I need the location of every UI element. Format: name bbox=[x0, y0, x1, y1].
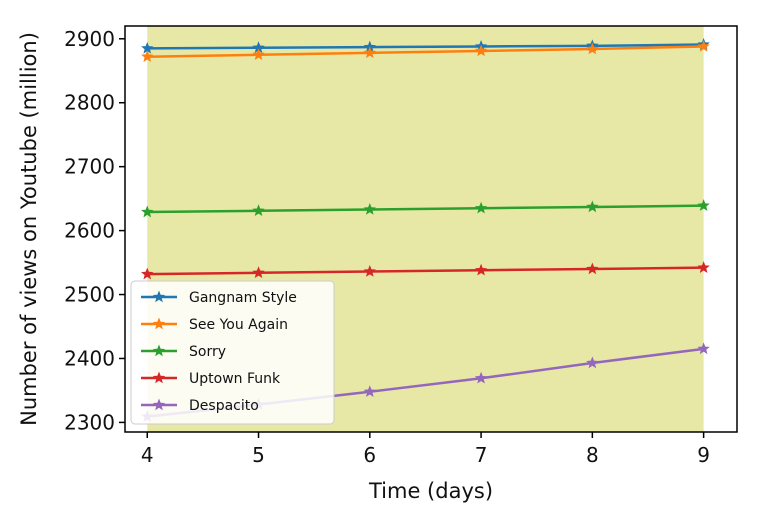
y-tick-label: 2300 bbox=[64, 410, 115, 434]
x-tick-label: 4 bbox=[141, 443, 154, 467]
series-see-you-again bbox=[141, 39, 710, 62]
x-axis-title: Time (days) bbox=[368, 479, 493, 503]
data-point bbox=[252, 266, 265, 279]
series-layer bbox=[141, 38, 710, 422]
x-tick-label: 5 bbox=[252, 443, 265, 467]
data-point bbox=[697, 199, 710, 211]
legend-label: Despacito bbox=[189, 398, 259, 414]
plot-frame bbox=[124, 25, 738, 433]
data-point bbox=[252, 48, 265, 61]
x-tick-label: 6 bbox=[363, 443, 376, 467]
y-tick-label: 2900 bbox=[64, 27, 115, 51]
legend-swatch-marker bbox=[152, 290, 166, 303]
data-point bbox=[586, 200, 599, 213]
data-point bbox=[474, 371, 488, 384]
data-point bbox=[586, 262, 599, 275]
data-point bbox=[586, 356, 599, 369]
data-point bbox=[586, 42, 599, 55]
data-point bbox=[474, 263, 488, 276]
data-point bbox=[697, 39, 710, 52]
data-point bbox=[474, 201, 488, 214]
data-point bbox=[363, 203, 376, 215]
legend-item: Sorry bbox=[141, 344, 226, 360]
data-point bbox=[252, 204, 265, 217]
data-point bbox=[474, 44, 488, 57]
x-tick-label: 7 bbox=[475, 443, 488, 467]
data-point bbox=[141, 41, 154, 54]
legend: Gangnam Style See You Again Sorry Uptown Fu… bbox=[130, 280, 335, 425]
legend-item: Despacito bbox=[141, 398, 259, 414]
y-axis-title: Number of views on Youtube (million) bbox=[17, 32, 41, 426]
y-tick-label: 2800 bbox=[64, 91, 115, 115]
legend-swatch-marker bbox=[152, 344, 166, 357]
legend-item: Gangnam Style bbox=[141, 290, 297, 306]
legend-swatch-marker bbox=[152, 398, 166, 411]
x-tick-label: 8 bbox=[586, 443, 599, 467]
series-line bbox=[147, 204, 704, 214]
data-point bbox=[252, 41, 265, 53]
y-tick-label: 2700 bbox=[64, 155, 115, 179]
legend-label: Uptown Funk bbox=[189, 371, 281, 387]
legend-label: Sorry bbox=[189, 344, 226, 360]
data-point bbox=[697, 342, 710, 355]
series-sorry bbox=[141, 199, 710, 218]
y-axis: 2300 2400 2500 2600 2700 2800 2900 bbox=[64, 27, 125, 434]
data-point bbox=[141, 50, 154, 62]
series-line bbox=[147, 45, 704, 58]
data-point bbox=[697, 261, 710, 273]
x-axis: 4 5 6 7 8 9 bbox=[141, 432, 710, 467]
legend-label: See You Again bbox=[189, 317, 288, 333]
y-tick-label: 2600 bbox=[64, 219, 115, 243]
legend-swatch-marker bbox=[152, 317, 166, 330]
series-uptown-funk bbox=[141, 261, 710, 280]
data-point bbox=[141, 267, 154, 280]
x-tick-label: 9 bbox=[697, 443, 710, 467]
legend-label: Gangnam Style bbox=[189, 290, 297, 306]
data-point bbox=[141, 205, 154, 218]
data-point bbox=[363, 265, 376, 277]
y-tick-label: 2400 bbox=[64, 346, 115, 370]
y-tick-label: 2500 bbox=[64, 283, 115, 307]
data-point bbox=[363, 385, 376, 397]
legend-item: See You Again bbox=[141, 317, 288, 333]
series-line bbox=[147, 43, 704, 50]
data-point bbox=[363, 46, 376, 59]
series-line bbox=[147, 266, 704, 276]
legend-box bbox=[130, 280, 335, 425]
legend-item: Uptown Funk bbox=[141, 371, 281, 387]
legend-swatch-marker bbox=[152, 371, 166, 384]
